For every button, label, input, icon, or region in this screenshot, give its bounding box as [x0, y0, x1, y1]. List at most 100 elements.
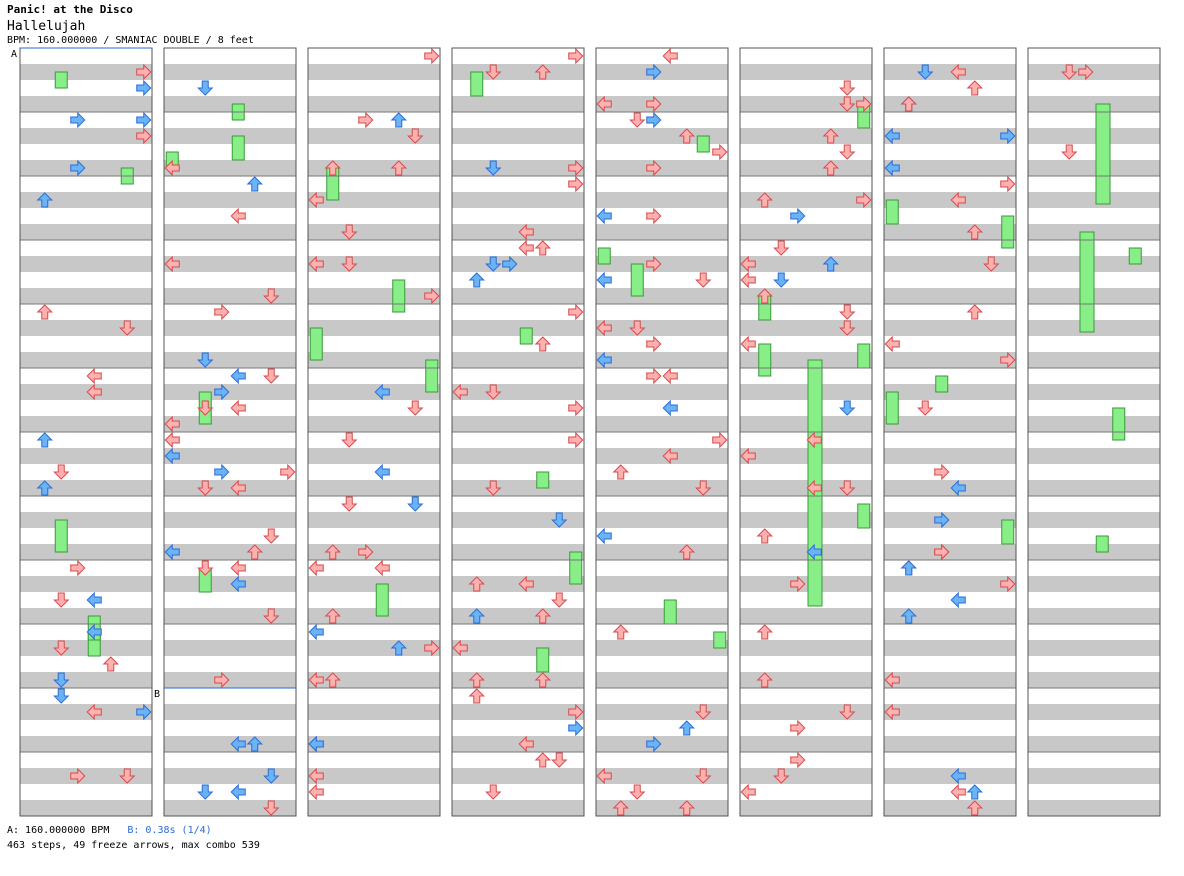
beat-stripe [164, 160, 296, 176]
step-arrow [374, 560, 390, 576]
chart-meta: BPM: 160.000000 / SMANIAC DOUBLE / 8 fee… [7, 35, 254, 46]
beat-stripe [740, 256, 872, 272]
beat-stripe [596, 800, 728, 816]
step-arrow [662, 48, 678, 64]
beat-stripe [308, 800, 440, 816]
beat-stripe [884, 640, 1016, 656]
beat-stripe [884, 736, 1016, 752]
beat-stripe [452, 224, 584, 240]
beat-stripe [452, 736, 584, 752]
step-arrow [103, 656, 119, 672]
beat-stripe [452, 608, 584, 624]
beat-stripe [20, 96, 152, 112]
step-arrow [629, 784, 645, 800]
step-arrow [485, 784, 501, 800]
step-arrow [374, 464, 390, 480]
beat-stripe [20, 704, 152, 720]
beat-stripe [1028, 736, 1160, 752]
beat-stripe [164, 128, 296, 144]
song-artist: Panic! at the Disco [7, 3, 133, 16]
footer-summary: 463 steps, 49 freeze arrows, max combo 5… [7, 840, 260, 851]
step-arrow [568, 176, 584, 192]
freeze-arrow [885, 199, 899, 225]
beat-stripe [20, 736, 152, 752]
beat-stripe [308, 672, 440, 688]
freeze-arrow [696, 135, 710, 153]
beat-stripe [884, 128, 1016, 144]
beat-stripe [884, 224, 1016, 240]
step-arrow [629, 112, 645, 128]
step-arrow [596, 208, 612, 224]
step-arrow [613, 464, 629, 480]
beat-stripe [1028, 576, 1160, 592]
beat-stripe [596, 128, 728, 144]
beat-stripe [884, 288, 1016, 304]
beat-stripe [596, 192, 728, 208]
step-arrow [86, 592, 102, 608]
step-arrow [790, 752, 806, 768]
beat-stripe [596, 96, 728, 112]
beat-stripe [20, 672, 152, 688]
beat-stripe [1028, 544, 1160, 560]
step-arrow [358, 112, 374, 128]
beat-stripe [596, 736, 728, 752]
freeze-arrow [597, 247, 611, 265]
step-arrow [230, 368, 246, 384]
step-arrow [230, 560, 246, 576]
beat-stripe [884, 384, 1016, 400]
beat-stripe [164, 544, 296, 560]
step-arrow [53, 592, 69, 608]
freeze-arrow [425, 359, 439, 393]
beat-stripe [308, 512, 440, 528]
beat-stripe [884, 160, 1016, 176]
beat-stripe [596, 384, 728, 400]
freeze-arrow [231, 135, 245, 161]
beat-stripe [452, 672, 584, 688]
chart-column-8 [1027, 47, 1161, 817]
beat-stripe [884, 416, 1016, 432]
beat-stripe [308, 96, 440, 112]
beat-stripe [164, 640, 296, 656]
beat-stripe [20, 288, 152, 304]
measure-stripes [20, 64, 1160, 816]
step-arrow [308, 784, 324, 800]
chart-column-7 [883, 47, 1017, 817]
beat-stripe [308, 320, 440, 336]
beat-stripe [20, 352, 152, 368]
beat-stripe [740, 768, 872, 784]
step-arrow [901, 560, 917, 576]
step-arrow [407, 400, 423, 416]
beat-stripe [164, 768, 296, 784]
beat-stripe [164, 256, 296, 272]
step-arrow [136, 80, 152, 96]
beat-stripe [884, 672, 1016, 688]
freeze-arrow [1112, 407, 1126, 441]
beat-stripe [740, 416, 872, 432]
beat-stripe [164, 416, 296, 432]
beat-stripe [740, 192, 872, 208]
step-arrow [646, 208, 662, 224]
beat-stripe [740, 384, 872, 400]
beat-stripe [596, 160, 728, 176]
freeze-arrow [569, 551, 583, 585]
beat-stripe [452, 96, 584, 112]
beat-stripe [740, 736, 872, 752]
beat-stripe [164, 352, 296, 368]
step-arrow [950, 592, 966, 608]
beat-stripe [20, 416, 152, 432]
beat-stripe [308, 640, 440, 656]
beat-stripe [164, 384, 296, 400]
freeze-arrow [536, 647, 550, 673]
step-arrow [1061, 144, 1077, 160]
step-arrow [712, 144, 728, 160]
step-arrow [469, 688, 485, 704]
beat-stripe [596, 480, 728, 496]
freeze-arrow [375, 583, 389, 617]
freeze-arrow [536, 471, 550, 489]
step-arrow [551, 752, 567, 768]
step-arrow [551, 592, 567, 608]
footer-bpm: A: 160.000000 BPM B: 0.38s (1/4) [7, 825, 212, 836]
beat-stripe [308, 576, 440, 592]
step-arrow [197, 80, 213, 96]
beat-stripe [452, 352, 584, 368]
